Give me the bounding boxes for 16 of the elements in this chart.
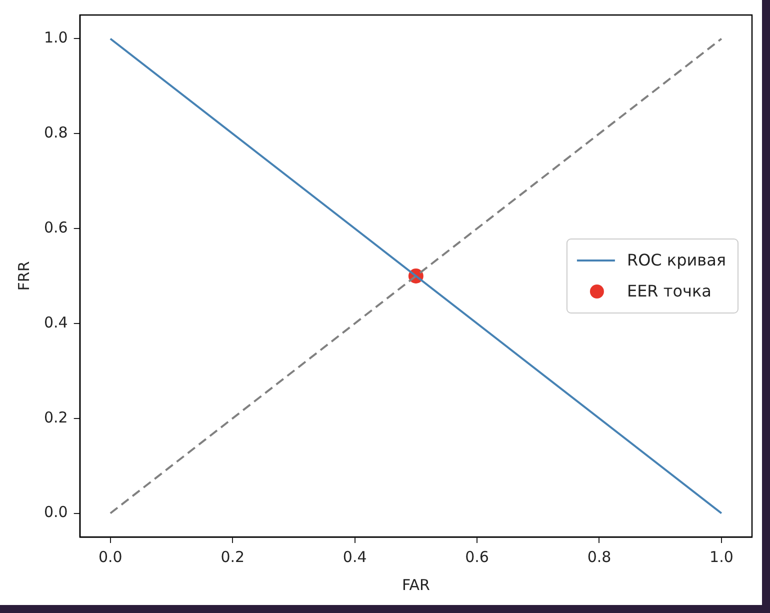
legend-label: ROC кривая xyxy=(626,250,726,270)
x-tick-label: 0.6 xyxy=(465,548,489,566)
x-tick-label: 0.4 xyxy=(342,548,367,566)
x-tick-label: 1.0 xyxy=(710,548,734,566)
x-tick-label: 0.2 xyxy=(220,548,245,566)
y-tick-label: 0.8 xyxy=(44,124,68,142)
x-tick-label: 0.8 xyxy=(587,548,612,566)
y-axis-title: FRR xyxy=(14,261,33,291)
x-tick-label: 0.0 xyxy=(98,548,122,566)
y-tick-label: 0.4 xyxy=(44,313,68,332)
y-tick-label: 0.6 xyxy=(44,218,68,236)
y-tick-label: 1.0 xyxy=(44,28,68,47)
y-tick-label: 0.0 xyxy=(44,503,68,522)
y-tick-label: 0.2 xyxy=(44,408,68,426)
x-axis-title: FAR xyxy=(402,576,430,594)
legend-label: EER точка xyxy=(626,282,712,301)
